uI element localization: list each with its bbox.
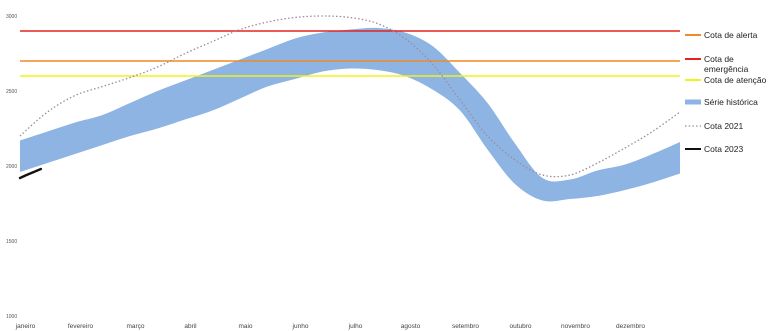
x-tick-label: maio (238, 323, 252, 330)
legend-label: Cota de alerta (704, 30, 758, 40)
x-tick-label: junho (292, 323, 309, 330)
series-line (19, 15, 681, 178)
y-tick-label: 3000 (6, 14, 17, 20)
historical-series-band (20, 27, 680, 202)
x-tick-label: outubro (509, 323, 531, 330)
legend-label: Cota 2023 (704, 144, 743, 154)
legend-label: Cota 2021 (704, 121, 743, 131)
y-axis-ticks: 1000 1500 2000 2500 3000 (6, 14, 17, 320)
x-tick-label: fevereiro (68, 323, 94, 330)
legend-label: Série histórica (704, 97, 758, 107)
legend-label: Cota de emergência (704, 54, 749, 74)
y-tick-label: 1000 (6, 314, 17, 320)
x-tick-label: dezembro (616, 323, 645, 330)
y-tick-label: 2500 (6, 89, 17, 95)
historical-band-layer (20, 27, 680, 202)
threshold-lines-layer (20, 30, 680, 77)
x-tick-label: novembro (561, 323, 590, 330)
series-layer (18, 15, 681, 180)
y-tick-label: 2000 (6, 164, 17, 170)
legend-label: Cota de atenção (704, 75, 767, 85)
series-line (18, 167, 43, 180)
x-tick-label: janeiro (15, 323, 36, 330)
x-tick-label: julho (348, 323, 363, 330)
x-tick-label: abril (184, 323, 197, 330)
x-axis-ticks: janeiro fevereiro março abril maio junho julho… (15, 323, 646, 330)
x-tick-label: setembro (452, 323, 479, 330)
x-tick-label: março (126, 323, 144, 330)
y-tick-label: 1500 (6, 239, 17, 245)
x-tick-label: agosto (401, 323, 421, 330)
